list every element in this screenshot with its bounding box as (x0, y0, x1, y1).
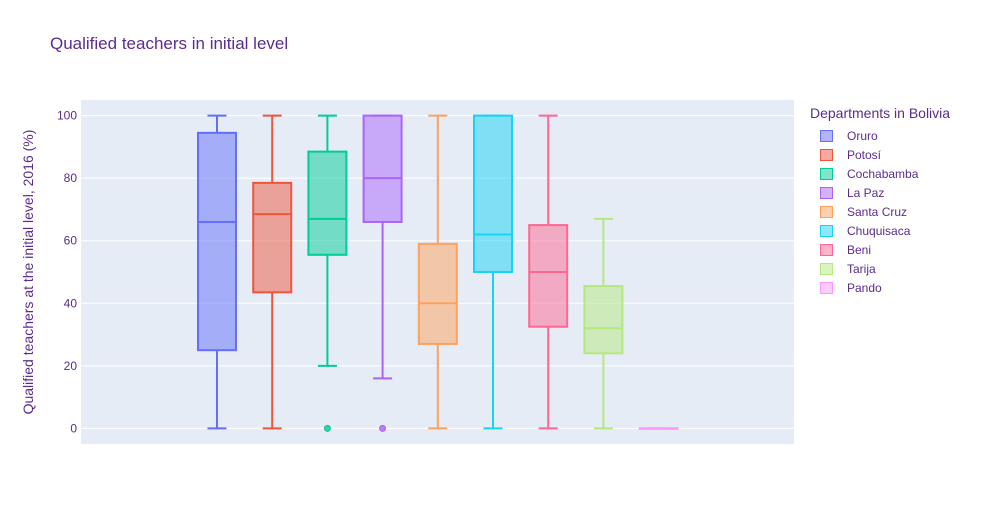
legend-item[interactable]: Tarija (810, 259, 950, 278)
box-body (362, 114, 403, 223)
box-cochabamba[interactable] (307, 114, 348, 432)
legend-title: Departments in Bolivia (810, 105, 951, 121)
box-body (473, 114, 513, 273)
box-chuquisaca[interactable] (473, 114, 513, 430)
box-santa-cruz[interactable] (417, 114, 458, 430)
outlier-point (323, 424, 331, 432)
legend-item[interactable]: Cochabamba (810, 164, 950, 183)
box-series (197, 114, 679, 432)
legend-swatch (820, 224, 833, 237)
box-body (197, 131, 237, 352)
y-tick-label: 80 (64, 171, 78, 185)
legend-swatch (820, 205, 833, 218)
legend-label: Tarija (847, 261, 876, 276)
box-tarija[interactable] (583, 217, 624, 430)
box-body (417, 242, 458, 345)
legend-label: La Paz (847, 185, 885, 200)
legend-item[interactable]: La Paz (810, 183, 950, 202)
box-body (252, 181, 293, 294)
legend-swatch (820, 167, 833, 180)
legend-label: Beni (847, 242, 872, 257)
y-tick-label: 20 (64, 359, 78, 373)
y-tick-label: 60 (64, 234, 78, 248)
legend-item[interactable]: Potosí (810, 145, 950, 164)
legend-swatch (820, 243, 833, 256)
legend-swatch (820, 262, 833, 275)
legend-item[interactable]: Pando (810, 278, 950, 297)
legend-swatch (820, 186, 833, 199)
legend: Departments in Bolivia Oruro Potosí Cochab… (810, 105, 950, 297)
legend-label: Oruro (847, 128, 878, 143)
y-axis-ticks: 0 20 40 60 80 100 (57, 109, 77, 436)
legend-item[interactable]: Santa Cruz (810, 202, 950, 221)
y-tick-label: 0 (70, 421, 77, 435)
legend-items: Oruro Potosí Cochabamba La Paz Santa Cruz Chu… (810, 126, 950, 297)
legend-swatch (820, 129, 833, 142)
legend-swatch (820, 281, 833, 294)
box-body (528, 224, 569, 328)
outlier-point (379, 424, 387, 432)
box-oruro[interactable] (197, 114, 237, 430)
y-axis-label: Qualified teachers at the initial level,… (20, 129, 36, 415)
box-pando[interactable] (638, 427, 679, 430)
legend-label: Santa Cruz (847, 204, 908, 219)
legend-label: Chuquisaca (847, 223, 911, 238)
legend-label: Pando (847, 280, 882, 295)
box-body (307, 150, 348, 256)
legend-swatch (820, 148, 833, 161)
y-tick-label: 40 (64, 296, 78, 310)
box-beni[interactable] (528, 114, 569, 430)
legend-item[interactable]: Chuquisaca (810, 221, 950, 240)
legend-item[interactable]: Beni (810, 240, 950, 259)
legend-label: Potosí (847, 147, 882, 162)
legend-item[interactable]: Oruro (810, 126, 950, 145)
box-potos-[interactable] (252, 114, 293, 430)
y-tick-label: 100 (57, 109, 77, 123)
box-la-paz[interactable] (362, 114, 403, 432)
box-body (583, 285, 624, 355)
legend-label: Cochabamba (847, 166, 919, 181)
chart-title: Qualified teachers in initial level (50, 34, 289, 53)
